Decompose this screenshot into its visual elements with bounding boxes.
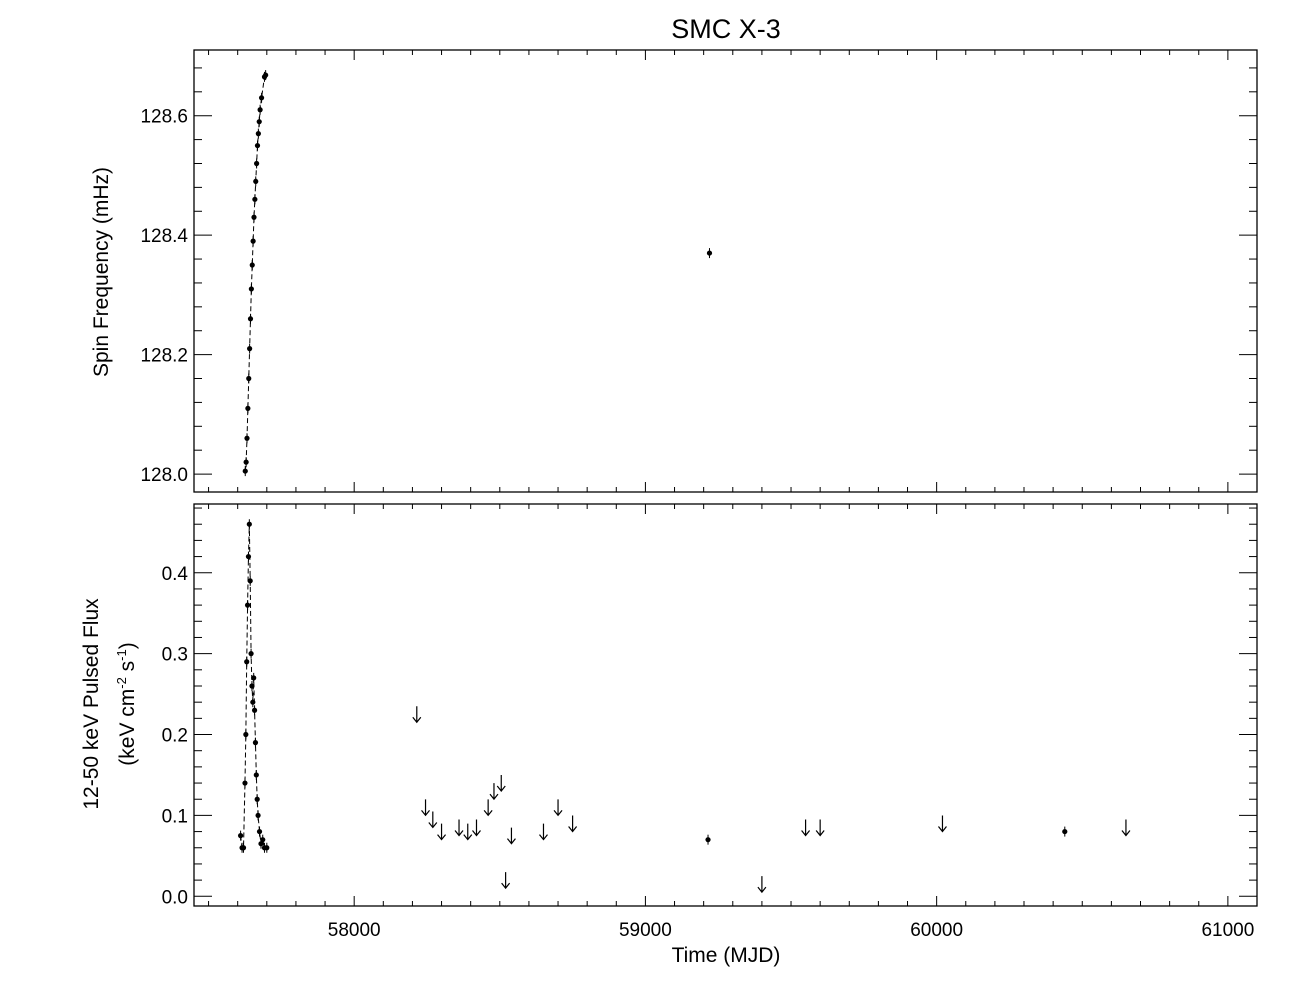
units-sup-1: -2 (114, 677, 129, 689)
connector-line (244, 74, 267, 472)
upper-limit-arrow (539, 823, 548, 841)
upper-limit-arrow (483, 799, 493, 817)
upper-limit-arrow (801, 819, 811, 837)
x-tick-label: 58000 (328, 920, 381, 941)
x-tick-label: 59000 (619, 920, 672, 941)
data-point (255, 812, 261, 819)
data-point (244, 435, 250, 441)
upper-limit-arrow (553, 799, 563, 817)
upper-limit-arrow (501, 872, 511, 890)
data-point (249, 683, 255, 689)
data-point (248, 651, 254, 657)
data-point (248, 286, 254, 292)
data-point (250, 699, 256, 705)
plot-frame (193, 503, 1258, 907)
data-point (245, 405, 251, 411)
upper-limit-arrow (506, 827, 516, 845)
units-part-2: s (116, 661, 139, 677)
data-point (244, 602, 251, 608)
upper-limit-arrow (421, 799, 430, 817)
data-point (245, 553, 252, 560)
plot-frame (193, 49, 1258, 493)
data-point (240, 845, 247, 851)
y-tick-label: 0.4 (162, 564, 189, 585)
units-sup-2: -1 (114, 649, 129, 661)
spin-frequency-panel: 128.0 128.2 128.4 128.6 (140, 49, 1258, 493)
y-tick-label: 0.0 (162, 887, 188, 908)
data-point (249, 262, 255, 268)
upper-limit-arrow (428, 811, 438, 829)
data-point (250, 238, 256, 244)
data-point (257, 107, 263, 113)
top-y-axis-title: Spin Frequency (mHz) (90, 167, 113, 377)
y-tick-label: 0.1 (162, 806, 188, 827)
y-tick-label: 128.0 (140, 465, 188, 486)
data-point (247, 316, 254, 322)
bottom-y-axis-title: 12-50 keV Pulsed Flux (80, 598, 103, 810)
data-point (256, 119, 262, 125)
data-point (246, 375, 252, 382)
upper-limit-arrow (437, 823, 447, 841)
data-point (254, 796, 260, 802)
data-point (253, 178, 259, 185)
data-point (256, 828, 263, 835)
upper-limit-arrow (757, 876, 767, 894)
y-tick-label: 128.2 (140, 346, 188, 367)
data-point (254, 142, 261, 149)
data-point (253, 772, 259, 778)
data-point (263, 72, 269, 78)
upper-limit-arrow (938, 815, 947, 833)
data-point (260, 837, 266, 843)
y-tick-label: 128.4 (140, 226, 188, 247)
upper-limit-arrow (472, 819, 481, 837)
data-point (705, 837, 711, 843)
data-point (243, 731, 249, 738)
data-point (243, 459, 249, 465)
upper-limit-arrow (1121, 819, 1131, 837)
data-point (1062, 828, 1068, 835)
chart-title: SMC X-3 (671, 14, 781, 44)
upper-limit-arrow (489, 783, 499, 801)
data-point (246, 521, 252, 527)
data-point (242, 468, 248, 474)
x-tick-label: 61000 (1201, 920, 1254, 941)
units-part-1: (keV cm (116, 689, 139, 766)
upper-limit-arrow (568, 815, 578, 833)
upper-limit-arrow (412, 706, 422, 724)
data-point (247, 346, 253, 352)
data-point (252, 196, 258, 202)
data-point (254, 160, 260, 167)
y-tick-label: 0.2 (162, 726, 188, 747)
upper-limit-arrow (815, 819, 825, 837)
units-part-3: ) (116, 642, 139, 649)
data-point (251, 707, 258, 713)
data-point (264, 845, 270, 851)
data-point (255, 131, 261, 137)
data-point (252, 740, 259, 746)
data-point (242, 780, 248, 786)
connector-line (240, 524, 267, 849)
data-point (258, 95, 265, 101)
upper-limit-arrow (496, 775, 506, 793)
x-tick-label: 60000 (910, 920, 963, 941)
bottom-y-axis-units: (keV cm-2 s-1) (114, 642, 139, 765)
y-tick-label: 0.3 (162, 645, 188, 666)
data-point (706, 250, 713, 256)
x-axis-title: Time (MJD) (672, 944, 781, 967)
data-point (251, 675, 257, 681)
data-point (251, 214, 257, 220)
data-point (237, 833, 244, 839)
data-point (247, 578, 253, 584)
pulsed-flux-panel: 58000 59000 60000 61000 0.0 0.1 0.2 0.3 0.4 (162, 503, 1258, 941)
data-point (244, 659, 250, 665)
upper-limit-arrow (454, 819, 464, 837)
y-tick-label: 128.6 (140, 107, 188, 128)
upper-limit-arrow (463, 823, 473, 841)
